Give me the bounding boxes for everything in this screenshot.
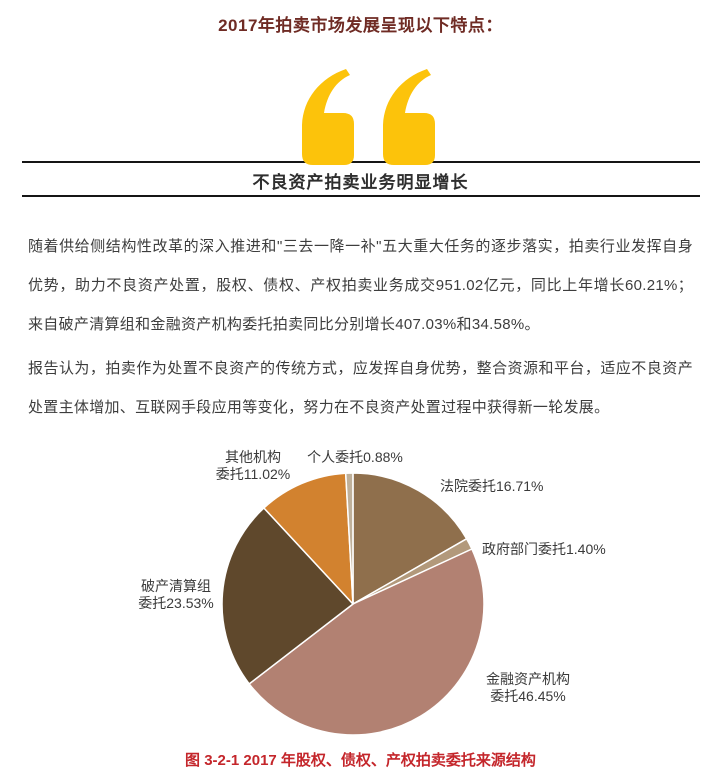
pie-label-slice-1: 法院委托16.71%	[440, 478, 543, 494]
pie-label-slice-5: 委托11.02%	[216, 466, 290, 482]
page-title: 2017年拍卖市场发展呈现以下特点：	[218, 16, 503, 35]
pie-label-slice-4: 破产清算组	[141, 578, 211, 594]
pie-slice-4	[221, 507, 354, 685]
double-quote-icon	[302, 69, 435, 165]
divider-bottom	[22, 195, 700, 197]
pie-slice-1	[352, 472, 468, 605]
pie-label-slice-6: 个人委托0.88%	[307, 449, 403, 465]
pie-slice-5	[263, 472, 354, 605]
divider-top	[22, 161, 700, 163]
pie-label-slice-5: 其他机构	[225, 449, 281, 465]
section-heading: 不良资产拍卖业务明显增长	[252, 173, 469, 192]
pie-label-slice-2: 政府部门委托1.40%	[482, 541, 606, 557]
figure-caption: 图 3-2-1 2017 年股权、债权、产权拍卖委托来源结构	[185, 752, 536, 769]
pie-label-slice-3: 委托46.45%	[490, 688, 565, 704]
paragraph-2: 报告认为，拍卖作为处置不良资产的传统方式，应发挥自身优势，整合资源和平台，适应不…	[28, 360, 693, 416]
pie-slice-6	[344, 472, 354, 605]
quote-section: 不良资产拍卖业务明显增长	[0, 36, 721, 197]
pie-slice-3	[248, 548, 485, 736]
pie-label-slice-4: 委托23.53%	[138, 595, 213, 611]
paragraph-1: 随着供给侧结构性改革的深入推进和"三去一降一补"五大重大任务的逐步落实，拍卖行业…	[28, 238, 693, 333]
pie-label-slice-3: 金融资产机构	[486, 671, 570, 687]
